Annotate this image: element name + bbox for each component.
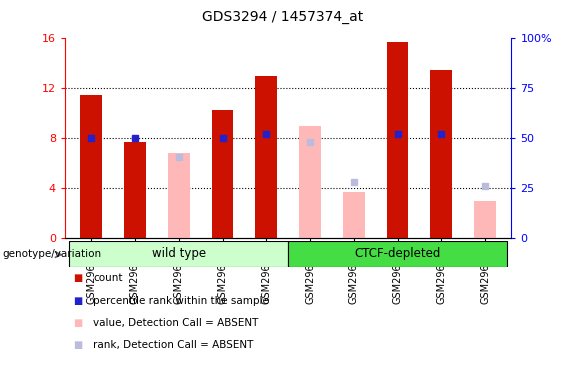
Bar — [80, 94, 102, 238]
Bar — [474, 200, 496, 238]
Bar — [168, 153, 190, 238]
Bar — [124, 142, 146, 238]
Bar — [431, 70, 452, 238]
Bar — [255, 76, 277, 238]
Text: GDS3294 / 1457374_at: GDS3294 / 1457374_at — [202, 10, 363, 23]
Text: ■: ■ — [73, 340, 82, 350]
Bar — [288, 241, 507, 267]
Text: count: count — [93, 273, 123, 283]
Text: ■: ■ — [73, 273, 82, 283]
Text: wild type: wild type — [151, 247, 206, 260]
Text: ■: ■ — [73, 296, 82, 306]
Text: genotype/variation: genotype/variation — [3, 249, 102, 259]
Bar — [299, 126, 321, 238]
Bar — [69, 241, 288, 267]
Text: CTCF-depleted: CTCF-depleted — [354, 247, 441, 260]
Text: value, Detection Call = ABSENT: value, Detection Call = ABSENT — [93, 318, 259, 328]
Bar — [386, 42, 408, 238]
Text: percentile rank within the sample: percentile rank within the sample — [93, 296, 269, 306]
Text: rank, Detection Call = ABSENT: rank, Detection Call = ABSENT — [93, 340, 254, 350]
Bar — [343, 192, 365, 238]
Bar — [211, 109, 233, 238]
Text: ■: ■ — [73, 318, 82, 328]
